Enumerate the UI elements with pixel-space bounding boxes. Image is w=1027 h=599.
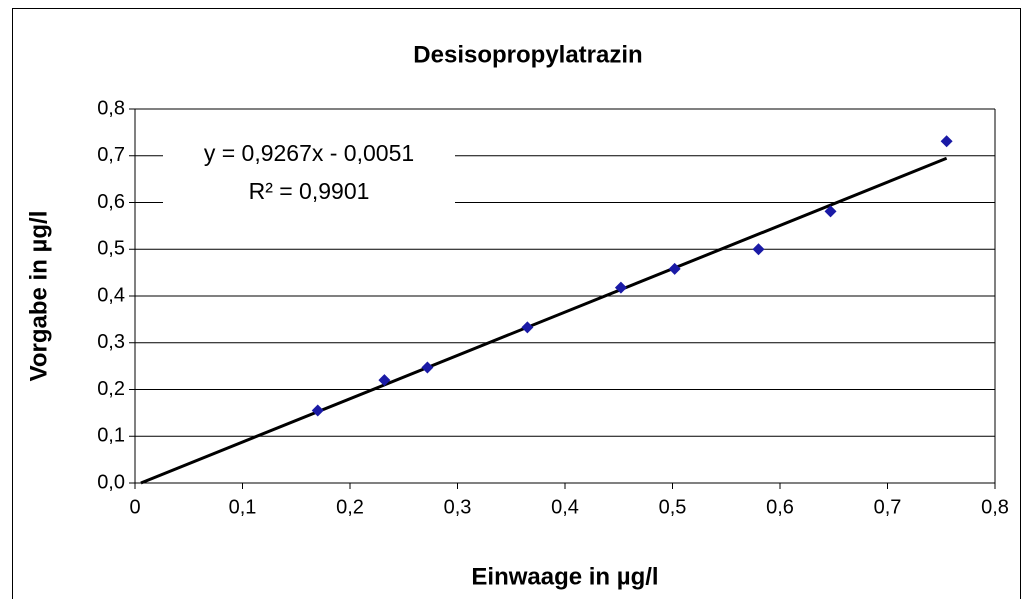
trendline <box>140 156 948 485</box>
chart-border <box>12 8 1021 599</box>
x-tick-label: 0,1 <box>229 496 257 518</box>
x-tick-label: 0,8 <box>981 496 1009 518</box>
data-point <box>311 404 324 417</box>
y-tick-label: 0,0 <box>97 471 125 493</box>
equation-label: y = 0,9267x - 0,0051 <box>204 140 414 166</box>
y-tick-label: 0,1 <box>97 425 125 447</box>
x-tick-label: 0,7 <box>874 496 902 518</box>
y-axis-label: Vorgabe in µg/l <box>25 211 52 382</box>
y-tick-label: 0,4 <box>97 284 125 306</box>
x-tick-label: 0,2 <box>336 496 364 518</box>
y-tick-label: 0,6 <box>97 191 125 213</box>
data-point <box>668 262 681 275</box>
chart-title: Desisopropylatrazin <box>413 41 642 68</box>
y-tick-label: 0,2 <box>97 378 125 400</box>
x-axis-label: Einwaage in µg/l <box>471 563 658 590</box>
data-point <box>521 321 534 334</box>
data-point <box>752 243 765 256</box>
data-point <box>378 374 391 387</box>
data-point <box>421 361 434 374</box>
x-tick-label: 0,6 <box>766 496 794 518</box>
y-tick-label: 0,3 <box>97 331 125 353</box>
data-point <box>824 205 837 218</box>
x-tick-label: 0,3 <box>444 496 472 518</box>
x-tick-label: 0,5 <box>659 496 687 518</box>
y-tick-label: 0,7 <box>97 144 125 166</box>
r-squared-label: R² = 0,9901 <box>249 178 370 204</box>
y-tick-label: 0,8 <box>97 97 125 119</box>
x-tick-label: 0 <box>129 496 140 518</box>
data-point <box>614 281 627 294</box>
y-tick-label: 0,5 <box>97 238 125 260</box>
x-tick-label: 0,4 <box>551 496 579 518</box>
equation-box <box>163 138 455 210</box>
data-point <box>940 135 953 148</box>
